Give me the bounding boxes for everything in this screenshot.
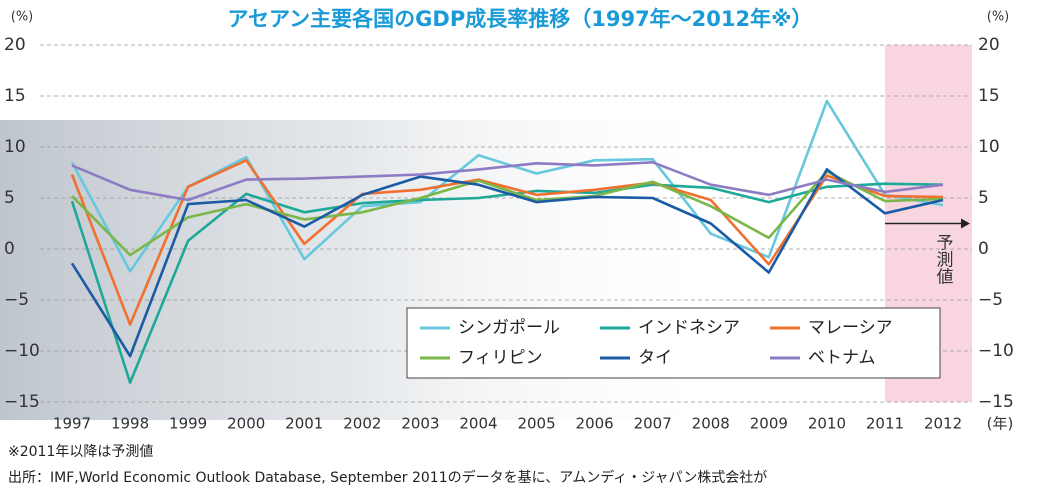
y-tick-label: 15 <box>4 86 26 106</box>
y2-tick-label: 15 <box>978 86 1000 106</box>
y2-tick-label: −10 <box>978 341 1014 361</box>
y2-unit: (%) <box>987 10 1010 25</box>
y-tick-label: −5 <box>4 290 29 310</box>
note: ※2011年以降は予測値 <box>8 444 153 460</box>
legend-label: タイ <box>638 348 672 368</box>
y-unit: (%) <box>11 10 34 25</box>
x-tick-label: 2002 <box>343 415 381 433</box>
series-line <box>70 99 944 273</box>
x-tick-label: 2007 <box>634 415 672 433</box>
legend-label: シンガポール <box>458 318 560 338</box>
x-tick-label: 1999 <box>169 415 207 433</box>
source: 出所：IMF,World Economic Outlook Database, … <box>8 469 767 486</box>
legend-label: インドネシア <box>638 318 740 338</box>
x-tick-label: 2011 <box>866 415 904 433</box>
x-tick-label: 2006 <box>576 415 614 433</box>
legend-label: ベトナム <box>808 348 876 368</box>
x-tick-label: 2001 <box>285 415 323 433</box>
x-tick-label: 2009 <box>750 415 788 433</box>
y2-tick-label: 5 <box>978 188 989 208</box>
series-line <box>71 170 944 257</box>
y-tick-label: 10 <box>4 137 26 157</box>
x-tick-label: 2003 <box>401 415 439 433</box>
x-tick-label: 2008 <box>692 415 730 433</box>
y-tick-label: 20 <box>4 35 26 55</box>
y-tick-label: 5 <box>4 188 15 208</box>
y-tick-label: 0 <box>4 239 15 259</box>
forecast-label: 予測値 <box>932 234 953 285</box>
x-tick-label: 2010 <box>808 415 846 433</box>
legend-label: マレーシア <box>808 318 893 338</box>
series-line <box>70 168 944 358</box>
series-line <box>71 161 944 202</box>
y2-tick-label: −15 <box>978 392 1014 412</box>
forecast-arrowhead <box>961 218 970 229</box>
y2-tick-label: 20 <box>978 35 1000 55</box>
x-unit: (年) <box>987 415 1014 433</box>
y2-tick-label: 10 <box>978 137 1000 157</box>
x-tick-label: 2012 <box>924 415 962 433</box>
y2-tick-label: 0 <box>978 239 989 259</box>
chart-title: アセアン主要各国のGDP成長率推移（1997年～2012年※） <box>227 7 812 31</box>
x-tick-label: 2000 <box>227 415 265 433</box>
x-tick-label: 2005 <box>517 415 555 433</box>
y2-tick-label: −5 <box>978 290 1003 310</box>
x-tick-label: 2004 <box>459 415 497 433</box>
y-tick-label: −15 <box>4 392 40 412</box>
legend-box <box>406 307 941 379</box>
y-tick-label: −10 <box>4 341 40 361</box>
x-tick-label: 1998 <box>111 415 149 433</box>
x-tick-label: 1997 <box>53 415 91 433</box>
legend-label: フィリピン <box>458 348 543 368</box>
